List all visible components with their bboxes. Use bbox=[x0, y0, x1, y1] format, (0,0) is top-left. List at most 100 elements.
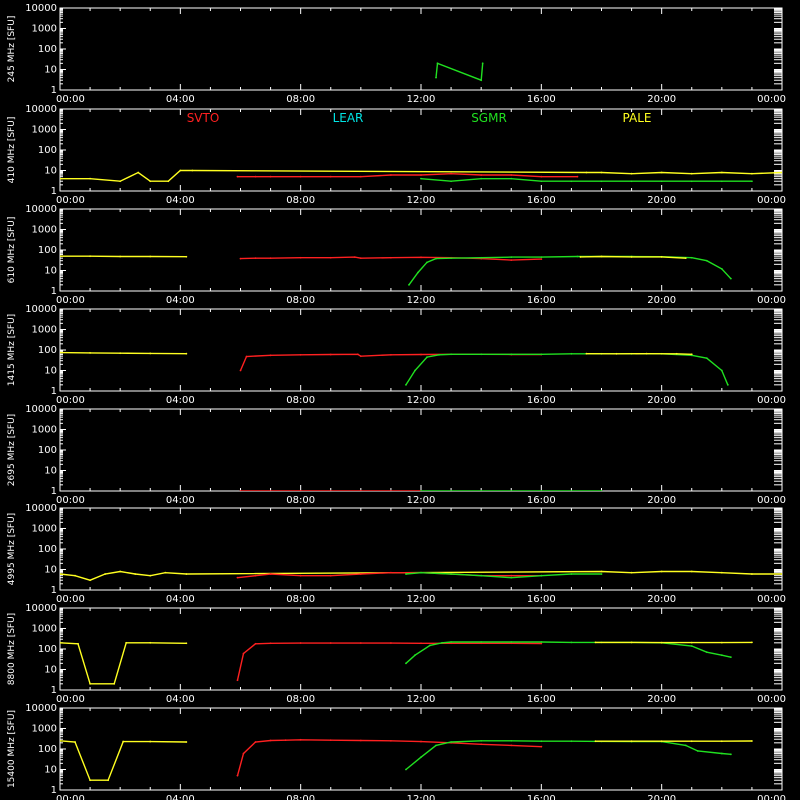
panel-5: 1 10 100 1000 10000 00:00 04:00 08:00 12:00 16:00… bbox=[7, 404, 786, 506]
data-point-pale bbox=[122, 740, 125, 743]
data-point-svto bbox=[390, 571, 392, 574]
data-point-sgmr bbox=[751, 180, 753, 183]
data-point-svto bbox=[420, 256, 422, 259]
data-point-pale bbox=[119, 255, 122, 258]
data-point-sgmr bbox=[438, 353, 440, 356]
data-point-pale bbox=[60, 573, 61, 575]
data-point-pale bbox=[107, 779, 110, 782]
data-point-sgmr bbox=[726, 383, 729, 386]
y-tick-label: 1 bbox=[51, 685, 57, 696]
y-tick-label: 10 bbox=[44, 665, 57, 676]
data-point-pale bbox=[751, 573, 753, 575]
data-point-pale bbox=[781, 573, 782, 575]
data-point-sgmr bbox=[540, 353, 543, 356]
y-tick-label: 10 bbox=[44, 166, 57, 177]
data-point-pale bbox=[630, 172, 633, 175]
y-tick-label: 10 bbox=[44, 65, 57, 76]
panel-6: 1 10 100 1000 10000 00:00 04:00 08:00 12:00 16:00… bbox=[7, 503, 786, 605]
data-point-sgmr bbox=[570, 740, 573, 743]
x-tick-label: 08:00 bbox=[286, 794, 315, 800]
y-tick-label: 100 bbox=[38, 445, 57, 456]
data-point-sgmr bbox=[570, 180, 573, 183]
data-point-pale bbox=[594, 641, 597, 644]
y-tick-label: 1000 bbox=[32, 325, 57, 336]
data-point-pale bbox=[191, 169, 194, 172]
data-point-pale bbox=[89, 255, 91, 258]
data-point-sgmr bbox=[405, 383, 407, 386]
data-point-pale bbox=[585, 171, 588, 174]
data-point-pale bbox=[690, 740, 693, 743]
data-point-svto bbox=[450, 642, 452, 645]
x-tick-label: 00:00 bbox=[757, 794, 786, 800]
panel-1: 1 10 100 1000 10000 00:00 04:00 08:00 12:00 16:00… bbox=[7, 3, 786, 105]
data-point-svto bbox=[329, 256, 332, 259]
data-point-sgmr bbox=[510, 576, 513, 579]
data-point-svto bbox=[299, 256, 302, 259]
data-point-svto bbox=[420, 174, 422, 176]
y-tick-label: 100 bbox=[38, 744, 57, 755]
data-point-svto bbox=[269, 257, 272, 260]
y-tick-label: 100 bbox=[38, 644, 57, 655]
y-tick-label: 10 bbox=[44, 266, 57, 277]
data-point-pale bbox=[179, 169, 182, 172]
y-tick-label: 10000 bbox=[25, 703, 57, 714]
x-tick-label: 00:00 bbox=[757, 195, 786, 206]
data-point-svto bbox=[510, 174, 513, 176]
data-point-pale bbox=[630, 256, 633, 258]
series-pale bbox=[60, 570, 782, 581]
data-point-sgmr bbox=[480, 490, 483, 491]
x-tick-label: 12:00 bbox=[407, 195, 436, 206]
data-point-pale bbox=[690, 570, 693, 573]
data-point-pale bbox=[684, 257, 687, 260]
x-tick-label: 08:00 bbox=[286, 94, 315, 105]
data-point-sgmr bbox=[450, 180, 452, 183]
data-point-pale bbox=[630, 740, 633, 743]
panel-2: 1 10 100 1000 10000 00:00 04:00 08:00 12:00 16:00… bbox=[7, 104, 786, 206]
data-point-svto bbox=[254, 257, 257, 260]
data-point-svto bbox=[353, 256, 356, 259]
x-tick-label: 20:00 bbox=[647, 94, 676, 105]
data-point-pale bbox=[164, 571, 167, 574]
x-tick-label: 16:00 bbox=[527, 295, 556, 306]
data-point-svto bbox=[540, 258, 543, 260]
data-point-sgmr bbox=[429, 644, 431, 647]
data-point-pale bbox=[149, 740, 152, 743]
y-tick-label: 1 bbox=[51, 386, 57, 397]
x-tick-label: 16:00 bbox=[527, 195, 556, 206]
legend-lear: LEAR bbox=[333, 111, 364, 125]
data-point-sgmr bbox=[480, 256, 483, 259]
data-point-svto bbox=[480, 642, 483, 645]
data-point-svto bbox=[236, 774, 239, 777]
data-point-sgmr bbox=[705, 651, 708, 654]
data-point-svto bbox=[269, 175, 272, 178]
y-axis-label: 15400 MHz [SFU] bbox=[7, 710, 17, 788]
data-point-svto bbox=[390, 174, 392, 176]
data-point-pale bbox=[113, 682, 116, 685]
data-point-pale bbox=[77, 642, 79, 645]
data-point-svto bbox=[299, 353, 302, 356]
data-point-sgmr bbox=[436, 62, 439, 65]
data-point-svto bbox=[239, 369, 242, 372]
data-point-svto bbox=[269, 354, 272, 357]
x-tick-label: 12:00 bbox=[407, 94, 436, 105]
data-point-svto bbox=[254, 175, 257, 178]
y-tick-label: 10 bbox=[44, 765, 57, 776]
data-point-pale bbox=[675, 352, 678, 355]
data-point-pale bbox=[89, 779, 91, 782]
x-tick-label: 00:00 bbox=[757, 594, 786, 605]
data-point-sgmr bbox=[720, 752, 723, 755]
data-point-sgmr bbox=[420, 177, 422, 180]
data-point-sgmr bbox=[435, 76, 437, 79]
data-point-pale bbox=[185, 573, 188, 575]
data-point-svto bbox=[299, 574, 302, 577]
data-point-svto bbox=[420, 740, 422, 743]
data-point-sgmr bbox=[414, 654, 416, 657]
data-point-svto bbox=[540, 175, 543, 178]
data-point-svto bbox=[329, 175, 332, 178]
data-point-sgmr bbox=[450, 641, 452, 643]
data-point-sgmr bbox=[540, 180, 543, 183]
data-point-svto bbox=[420, 642, 422, 645]
data-point-sgmr bbox=[720, 369, 723, 372]
x-tick-label: 04:00 bbox=[166, 94, 195, 105]
data-point-svto bbox=[510, 744, 513, 747]
